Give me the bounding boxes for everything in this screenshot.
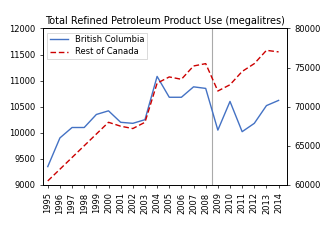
Rest of Canada bbox=[204, 62, 208, 65]
Rest of Canada bbox=[264, 49, 268, 52]
British Columbia bbox=[131, 122, 135, 125]
Line: British Columbia: British Columbia bbox=[48, 76, 279, 167]
Rest of Canada bbox=[192, 64, 196, 67]
Line: Rest of Canada: Rest of Canada bbox=[48, 50, 279, 181]
British Columbia bbox=[264, 104, 268, 107]
Rest of Canada bbox=[94, 132, 98, 135]
British Columbia bbox=[155, 75, 159, 78]
Rest of Canada bbox=[58, 168, 62, 171]
British Columbia bbox=[82, 126, 86, 129]
Rest of Canada bbox=[143, 121, 147, 124]
British Columbia bbox=[228, 100, 232, 103]
Rest of Canada bbox=[216, 90, 220, 92]
British Columbia bbox=[58, 137, 62, 139]
British Columbia bbox=[46, 165, 50, 168]
British Columbia bbox=[119, 121, 123, 124]
British Columbia bbox=[204, 87, 208, 90]
Rest of Canada bbox=[180, 78, 183, 81]
British Columbia bbox=[216, 129, 220, 132]
Rest of Canada bbox=[131, 127, 135, 130]
Rest of Canada bbox=[107, 121, 111, 124]
Rest of Canada bbox=[119, 125, 123, 128]
Rest of Canada bbox=[82, 144, 86, 147]
British Columbia bbox=[107, 109, 111, 112]
Legend: British Columbia, Rest of Canada: British Columbia, Rest of Canada bbox=[47, 33, 147, 59]
Rest of Canada bbox=[252, 62, 256, 65]
Rest of Canada bbox=[167, 76, 171, 78]
Rest of Canada bbox=[70, 156, 74, 159]
British Columbia bbox=[192, 85, 196, 88]
British Columbia bbox=[70, 126, 74, 129]
Rest of Canada bbox=[277, 50, 280, 53]
British Columbia bbox=[94, 113, 98, 116]
Rest of Canada bbox=[46, 179, 50, 182]
British Columbia bbox=[240, 130, 244, 133]
Rest of Canada bbox=[240, 70, 244, 73]
British Columbia bbox=[167, 96, 171, 99]
British Columbia bbox=[143, 118, 147, 121]
British Columbia bbox=[180, 96, 183, 99]
Rest of Canada bbox=[155, 82, 159, 85]
British Columbia bbox=[277, 99, 280, 102]
Title: Total Refined Petroleum Product Use (megalitres): Total Refined Petroleum Product Use (meg… bbox=[45, 16, 285, 26]
British Columbia bbox=[252, 122, 256, 125]
Rest of Canada bbox=[228, 83, 232, 86]
